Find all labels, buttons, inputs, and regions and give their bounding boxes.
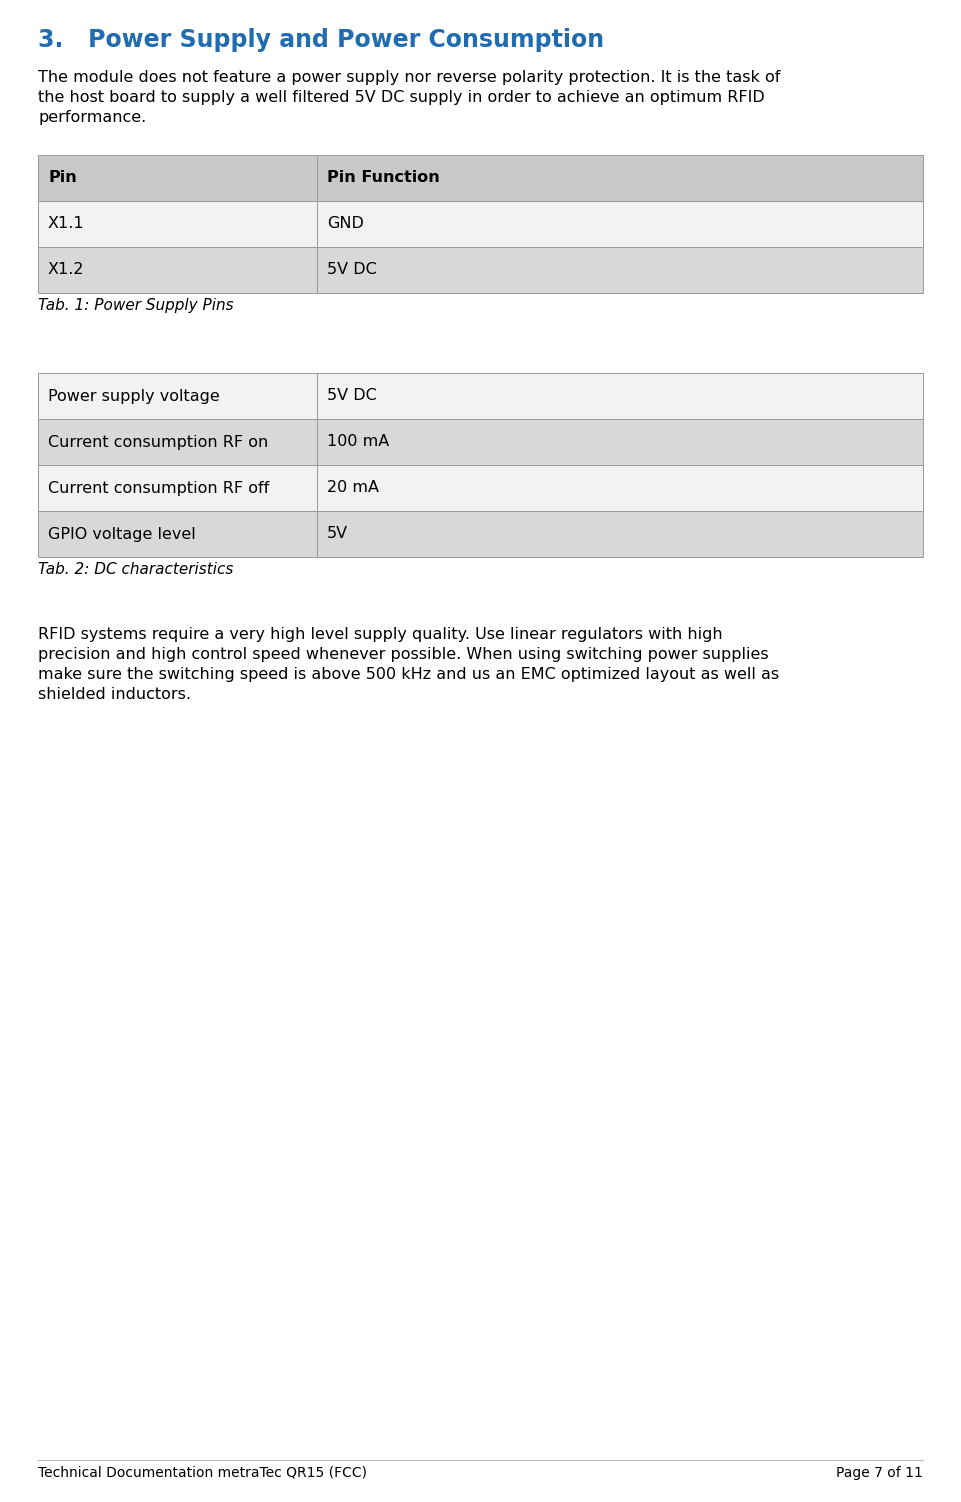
Bar (38, 201, 317, 246)
Bar (317, 511, 923, 557)
Bar (317, 419, 923, 466)
Text: make sure the switching speed is above 500 kHz and us an EMC optimized layout as: make sure the switching speed is above 5… (38, 667, 779, 682)
Text: GPIO voltage level: GPIO voltage level (48, 527, 196, 542)
Bar (317, 201, 923, 246)
Text: 20 mA: 20 mA (327, 481, 379, 496)
Bar (38, 155, 317, 201)
Text: 5V: 5V (327, 527, 348, 542)
Text: 5V DC: 5V DC (327, 263, 377, 278)
Text: X1.2: X1.2 (48, 263, 85, 278)
Text: Pin Function: Pin Function (327, 171, 439, 186)
Text: 5V DC: 5V DC (327, 389, 377, 404)
Text: Tab. 1: Power Supply Pins: Tab. 1: Power Supply Pins (38, 297, 234, 312)
Text: Current consumption RF off: Current consumption RF off (48, 481, 269, 496)
Text: Current consumption RF on: Current consumption RF on (48, 434, 268, 449)
Text: 3.   Power Supply and Power Consumption: 3. Power Supply and Power Consumption (38, 29, 604, 53)
Bar (317, 372, 923, 419)
Bar (317, 466, 923, 511)
Text: shielded inductors.: shielded inductors. (38, 686, 191, 701)
Text: precision and high control speed whenever possible. When using switching power s: precision and high control speed wheneve… (38, 647, 769, 662)
Text: Tab. 2: DC characteristics: Tab. 2: DC characteristics (38, 562, 234, 577)
Text: X1.1: X1.1 (48, 216, 85, 231)
Text: The module does not feature a power supply nor reverse polarity protection. It i: The module does not feature a power supp… (38, 71, 780, 86)
Text: performance.: performance. (38, 110, 146, 125)
Text: Page 7 of 11: Page 7 of 11 (836, 1466, 923, 1479)
Bar (38, 246, 317, 293)
Text: Pin: Pin (48, 171, 77, 186)
Text: 100 mA: 100 mA (327, 434, 389, 449)
Text: Power supply voltage: Power supply voltage (48, 389, 220, 404)
Bar (317, 246, 923, 293)
Bar (38, 511, 317, 557)
Text: the host board to supply a well filtered 5V DC supply in order to achieve an opt: the host board to supply a well filtered… (38, 90, 765, 105)
Bar (38, 466, 317, 511)
Text: GND: GND (327, 216, 363, 231)
Bar (317, 155, 923, 201)
Text: RFID systems require a very high level supply quality. Use linear regulators wit: RFID systems require a very high level s… (38, 626, 723, 641)
Bar (38, 419, 317, 466)
Text: Technical Documentation metraTec QR15 (FCC): Technical Documentation metraTec QR15 (F… (38, 1466, 367, 1479)
Bar (38, 372, 317, 419)
